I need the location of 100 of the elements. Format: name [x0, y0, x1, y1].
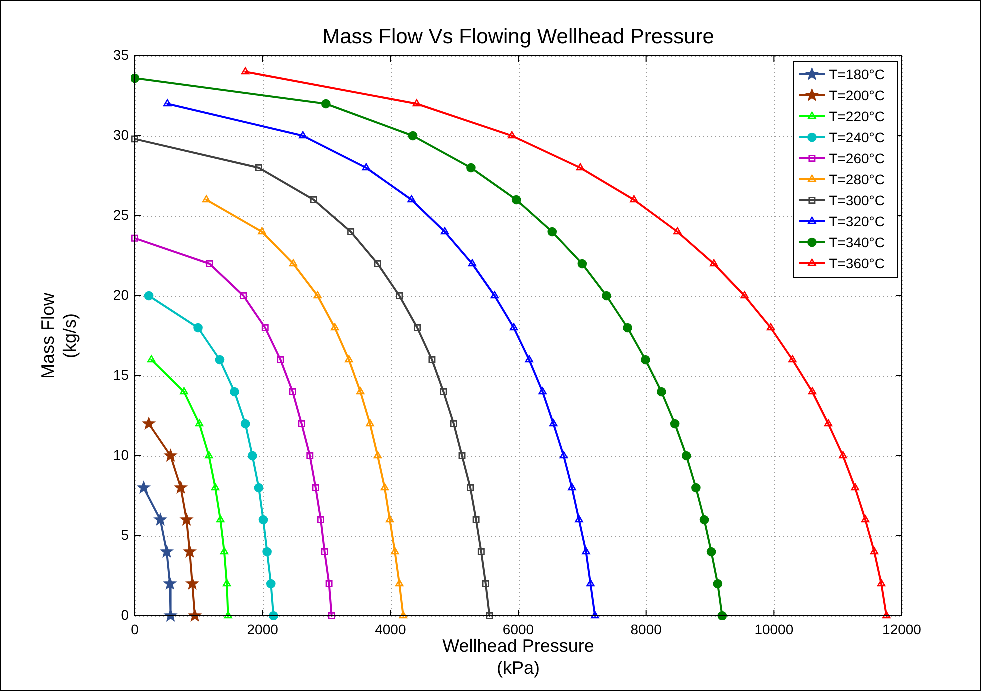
point: [548, 227, 558, 237]
point: [414, 324, 421, 332]
x-tick-label: 2000: [247, 621, 279, 638]
point: [345, 355, 354, 363]
point: [788, 355, 797, 363]
point: [674, 227, 682, 235]
point: [215, 355, 225, 365]
point: [206, 260, 214, 268]
point: [560, 451, 568, 459]
point: [450, 420, 458, 428]
point: [262, 547, 272, 557]
y-tick-label: 25: [113, 206, 130, 223]
legend-label: T=240°C: [829, 129, 885, 146]
point: [839, 451, 848, 459]
legend-label: T=360°C: [829, 255, 885, 272]
point: [188, 610, 202, 622]
y-tick-label: 5: [121, 526, 130, 543]
point: [366, 419, 374, 427]
point: [641, 355, 650, 365]
point: [682, 451, 692, 461]
point: [224, 611, 232, 619]
point: [164, 610, 177, 622]
point: [582, 547, 590, 555]
point: [710, 259, 718, 267]
point: [386, 515, 394, 523]
point: [657, 387, 666, 397]
y-tick-label: 20: [113, 286, 130, 303]
y-tick-label: 0: [121, 606, 130, 623]
x-axis-title: Wellhead Pressure (kPa): [442, 636, 594, 678]
point: [163, 99, 172, 107]
point: [277, 356, 284, 364]
point: [490, 291, 499, 299]
legend-label: T=300°C: [829, 192, 885, 208]
point: [713, 579, 723, 589]
point: [248, 451, 258, 461]
legend-label: T=320°C: [829, 213, 885, 230]
point: [718, 611, 728, 620]
point: [154, 514, 167, 526]
point: [356, 387, 365, 395]
point: [458, 452, 466, 460]
point: [380, 483, 390, 491]
point: [254, 483, 264, 493]
point: [241, 67, 250, 75]
point: [220, 547, 229, 555]
y-tick-label: 35: [113, 46, 130, 63]
point: [486, 612, 494, 620]
point: [138, 482, 150, 494]
point: [240, 292, 248, 300]
point: [408, 195, 416, 203]
point: [586, 579, 595, 587]
point: [174, 482, 188, 494]
point: [144, 291, 154, 301]
point: [184, 546, 196, 558]
point: [525, 355, 534, 363]
point: [508, 131, 516, 139]
point: [440, 227, 450, 235]
x-tick-label: 10000: [754, 621, 794, 638]
point: [396, 579, 404, 587]
point: [440, 388, 448, 396]
point: [468, 259, 477, 267]
point: [142, 418, 156, 430]
point: [348, 228, 355, 236]
chart-title: Mass Flow Vs Flowing Wellhead Pressure: [322, 25, 714, 48]
point: [266, 579, 276, 589]
point: [314, 291, 322, 299]
point: [164, 578, 176, 590]
point: [870, 547, 879, 555]
point: [131, 74, 140, 84]
point: [538, 387, 547, 395]
point: [362, 163, 370, 171]
point: [240, 419, 250, 429]
point: [180, 514, 193, 526]
legend-label: T=200°C: [829, 87, 885, 104]
legend-label: T=280°C: [829, 171, 885, 188]
legend-label: T=220°C: [829, 108, 885, 124]
y-tick-label: 30: [113, 126, 130, 143]
point: [510, 323, 518, 331]
point: [186, 578, 199, 590]
point: [312, 484, 320, 492]
point: [330, 323, 340, 331]
point: [216, 515, 225, 523]
point: [326, 580, 333, 588]
point: [321, 548, 328, 556]
point: [575, 515, 584, 523]
point: [306, 452, 314, 460]
point: [568, 483, 576, 491]
point: [230, 387, 240, 397]
point: [602, 291, 612, 301]
point: [740, 291, 749, 299]
point: [478, 548, 485, 556]
point: [298, 131, 308, 139]
point: [882, 611, 891, 619]
point: [195, 419, 204, 427]
y-tick-label: 15: [113, 366, 130, 383]
point: [808, 387, 817, 395]
point: [408, 131, 418, 141]
point: [310, 196, 318, 204]
point: [412, 99, 421, 107]
point: [428, 356, 436, 364]
x-tick-label: 12000: [882, 621, 922, 638]
